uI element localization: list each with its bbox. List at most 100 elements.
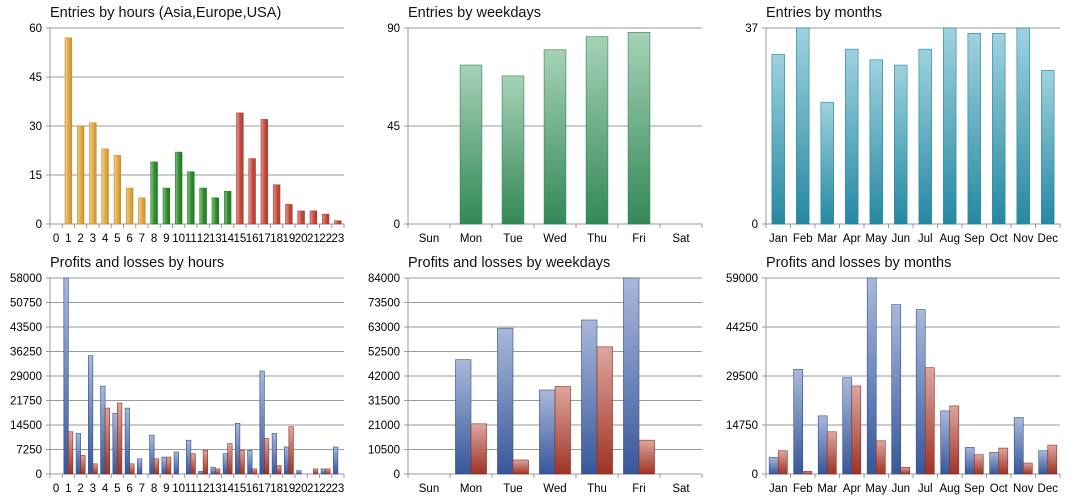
chart-pl-by-hours: Profits and losses by hours 0 7250 14500 21… xyxy=(0,250,358,500)
x-tick-label: 16 xyxy=(246,233,259,245)
bar xyxy=(247,450,253,475)
x-tick-label: 3 xyxy=(90,483,96,495)
bar xyxy=(638,439,655,475)
x-tick-label: 10 xyxy=(172,483,185,495)
y-tick-label: 31500 xyxy=(368,396,400,408)
x-tick-label: 10 xyxy=(172,233,185,245)
x-tick-label: Oct xyxy=(990,483,1009,495)
bar xyxy=(585,36,609,225)
y-tick-label: 10500 xyxy=(368,445,400,457)
bar xyxy=(138,197,146,225)
bar xyxy=(820,101,834,225)
bar xyxy=(964,447,975,475)
bar xyxy=(199,187,207,225)
x-tick-label: 12 xyxy=(197,483,210,495)
bar xyxy=(320,468,326,475)
chart-title: Profits and losses by hours xyxy=(50,255,225,271)
bar xyxy=(623,277,640,475)
bar xyxy=(842,377,853,475)
bar xyxy=(161,456,167,475)
x-tick-label: Fri xyxy=(632,483,645,495)
chart-title: Profits and losses by weekdays xyxy=(408,255,611,271)
bar xyxy=(1047,444,1058,475)
x-tick-label: 0 xyxy=(53,233,59,245)
y-tick-label: 59000 xyxy=(726,273,758,285)
x-tick-label: Sun xyxy=(419,483,439,495)
bar xyxy=(989,452,1000,475)
bar xyxy=(276,465,282,475)
bar xyxy=(777,450,788,475)
x-tick-label: 16 xyxy=(246,483,259,495)
bar xyxy=(949,405,960,475)
x-tick-label: 14 xyxy=(221,483,234,495)
bar xyxy=(198,470,204,475)
x-tick-label: 8 xyxy=(151,483,157,495)
y-tick-label: 58000 xyxy=(10,273,42,285)
y-tick-label: 84000 xyxy=(368,273,400,285)
x-tick-label: Jul xyxy=(918,233,933,245)
bar xyxy=(227,443,233,475)
x-tick-label: Oct xyxy=(990,233,1009,245)
bar xyxy=(92,463,98,475)
bar xyxy=(313,468,319,475)
x-tick-label: 20 xyxy=(295,483,308,495)
x-tick-label: 22 xyxy=(319,233,332,245)
bar xyxy=(63,277,69,475)
bar xyxy=(793,369,804,475)
x-tick-label: May xyxy=(865,483,887,495)
x-tick-label: 2 xyxy=(77,233,83,245)
x-tick-label: 19 xyxy=(282,483,295,495)
bar xyxy=(297,210,305,225)
bar xyxy=(76,125,85,225)
y-tick-label: 29500 xyxy=(726,371,758,383)
chart-title: Entries by hours (Asia,Europe,USA) xyxy=(50,5,282,21)
x-tick-label: Sun xyxy=(419,233,439,245)
x-tick-label: 3 xyxy=(90,233,96,245)
y-tick-label: 50750 xyxy=(10,298,42,310)
x-tick-label: 1 xyxy=(65,483,71,495)
bar xyxy=(271,433,277,475)
x-tick-label: 23 xyxy=(331,233,344,245)
bar xyxy=(470,423,487,475)
bar xyxy=(80,455,86,475)
x-tick-label: 6 xyxy=(126,483,132,495)
bar xyxy=(875,440,886,475)
y-tick-label: 73500 xyxy=(368,298,400,310)
bar xyxy=(992,32,1006,225)
x-tick-label: 21 xyxy=(307,483,320,495)
y-tick-label: 7250 xyxy=(16,445,42,457)
y-tick-label: 63000 xyxy=(368,322,400,334)
bar xyxy=(539,389,556,475)
x-tick-label: Tue xyxy=(503,483,522,495)
bar xyxy=(64,37,73,225)
bar xyxy=(113,155,122,225)
y-tick-label: 0 xyxy=(36,469,42,481)
x-tick-label: 9 xyxy=(163,233,169,245)
bar xyxy=(260,119,269,225)
x-tick-label: 13 xyxy=(209,233,222,245)
x-tick-label: Jan xyxy=(769,483,788,495)
bar xyxy=(894,64,908,225)
bar xyxy=(117,402,123,475)
bar xyxy=(264,438,270,475)
x-tick-label: Sat xyxy=(672,483,690,495)
y-tick-label: 29000 xyxy=(10,371,42,383)
y-tick-label: 21000 xyxy=(368,420,400,432)
bar xyxy=(251,468,257,475)
bar xyxy=(1016,27,1030,225)
bar xyxy=(501,75,525,225)
bar xyxy=(215,468,221,475)
bar xyxy=(891,304,902,475)
bar xyxy=(967,32,981,225)
y-tick-label: 0 xyxy=(752,469,758,481)
bar xyxy=(554,386,571,475)
bar xyxy=(129,463,135,475)
x-tick-label: Apr xyxy=(843,233,861,245)
x-tick-label: Jun xyxy=(891,233,910,245)
bar xyxy=(104,407,110,475)
bar xyxy=(543,49,567,225)
bar xyxy=(826,431,837,475)
bar xyxy=(112,412,118,475)
chart-plot: 0725014500217502900036250435005075058000… xyxy=(10,273,345,495)
y-tick-label: 45 xyxy=(29,72,42,84)
